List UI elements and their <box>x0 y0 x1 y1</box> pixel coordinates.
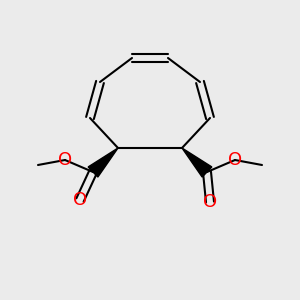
Polygon shape <box>182 148 212 177</box>
Text: O: O <box>228 151 242 169</box>
Polygon shape <box>88 148 118 177</box>
Text: O: O <box>73 191 87 209</box>
Text: O: O <box>203 193 217 211</box>
Text: O: O <box>58 151 72 169</box>
